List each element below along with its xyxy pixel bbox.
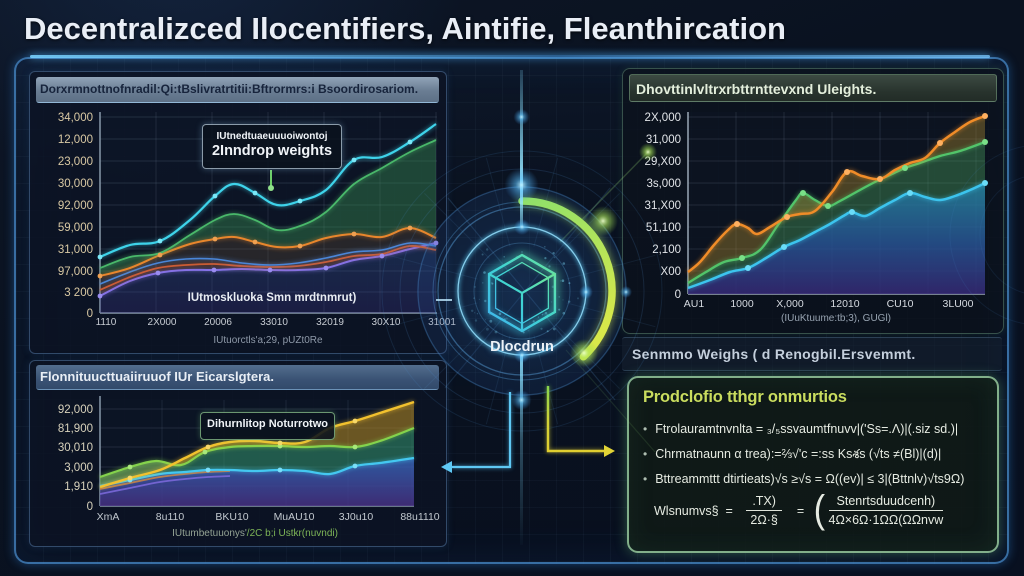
svg-text:0: 0 xyxy=(87,501,93,513)
svg-text:IUtumbetuuonys'/2C b;i Ustkr(n: IUtumbetuuonys'/2C b;i Ustkr(nuvndi) xyxy=(172,528,338,539)
svg-text:59,000: 59,000 xyxy=(58,222,93,234)
svg-text:3,000: 3,000 xyxy=(64,462,93,474)
svg-text:30,000: 30,000 xyxy=(58,178,93,190)
svg-text:3 200: 3 200 xyxy=(64,287,93,299)
svg-text:30X10: 30X10 xyxy=(372,317,401,328)
svg-text:31,000: 31,000 xyxy=(646,134,681,146)
svg-text:97,000: 97,000 xyxy=(58,266,93,278)
svg-text:8u110: 8u110 xyxy=(156,511,185,523)
svg-text:2X,000: 2X,000 xyxy=(645,112,681,124)
svg-text:IUtuorctls'a;29, pUZt0Re: IUtuorctls'a;29, pUZt0Re xyxy=(213,335,323,346)
svg-text:23,000: 23,000 xyxy=(58,156,93,168)
svg-text:BKU10: BKU10 xyxy=(215,511,248,523)
svg-text:2,100: 2,100 xyxy=(652,244,681,256)
svg-text:0: 0 xyxy=(675,289,681,301)
svg-text:X,000: X,000 xyxy=(776,298,804,310)
svg-text:29,X00: 29,X00 xyxy=(645,156,681,168)
svg-text:(IUuKtuume:tb;3), GUGl): (IUuKtuume:tb;3), GUGl) xyxy=(781,313,891,324)
svg-text:MuAU10: MuAU10 xyxy=(274,511,315,523)
svg-text:AU1: AU1 xyxy=(684,298,705,310)
svg-text:92,000: 92,000 xyxy=(58,404,93,416)
svg-text:3s,000: 3s,000 xyxy=(646,178,681,190)
svg-text:12,000: 12,000 xyxy=(58,134,93,146)
svg-text:31,X00: 31,X00 xyxy=(645,200,681,212)
svg-text:X00: X00 xyxy=(661,266,681,278)
svg-text:CU10: CU10 xyxy=(887,298,914,310)
svg-text:33010: 33010 xyxy=(260,317,288,328)
svg-text:31001: 31001 xyxy=(428,317,456,328)
svg-text:31,000: 31,000 xyxy=(58,244,93,256)
svg-text:3J0u10: 3J0u10 xyxy=(339,511,374,523)
svg-text:IUtmoskluoka Smn mrdtnmrut): IUtmoskluoka Smn mrdtnmrut) xyxy=(188,292,357,304)
svg-text:32019: 32019 xyxy=(316,317,344,328)
svg-text:20006: 20006 xyxy=(204,317,232,328)
svg-text:51,100: 51,100 xyxy=(646,222,681,234)
svg-text:1,910: 1,910 xyxy=(64,481,93,493)
svg-text:34,000: 34,000 xyxy=(58,112,93,124)
svg-text:2X000: 2X000 xyxy=(148,317,177,328)
svg-text:30,010: 30,010 xyxy=(58,442,93,454)
svg-text:0: 0 xyxy=(87,308,93,320)
svg-text:3LU00: 3LU00 xyxy=(943,298,974,310)
svg-text:12010: 12010 xyxy=(830,298,859,310)
svg-text:92,000: 92,000 xyxy=(58,200,93,212)
svg-text:81,900: 81,900 xyxy=(58,423,93,435)
svg-text:1110: 1110 xyxy=(96,317,117,328)
svg-text:XmA: XmA xyxy=(97,511,120,523)
svg-text:1000: 1000 xyxy=(730,298,754,310)
svg-text:88u1110: 88u1110 xyxy=(400,511,439,523)
